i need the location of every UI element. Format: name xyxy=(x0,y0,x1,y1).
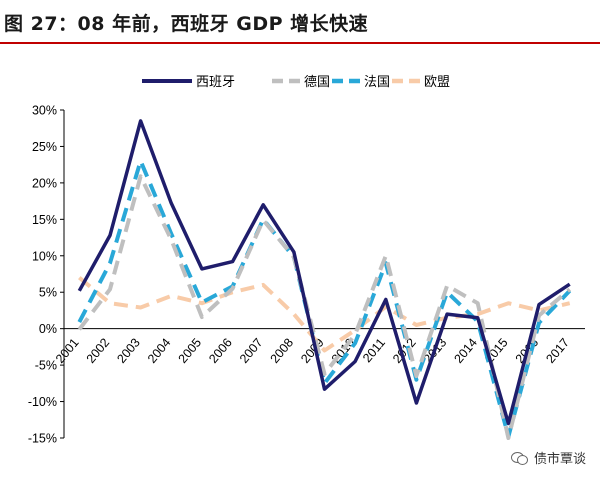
y-tick-label: -10% xyxy=(28,395,57,409)
x-tick-label: 2004 xyxy=(145,336,174,366)
legend-label: 西班牙 xyxy=(196,75,235,90)
chart-series-layer xyxy=(77,119,572,440)
legend-label: 欧盟 xyxy=(424,75,450,90)
y-tick-label: -5% xyxy=(35,359,57,373)
x-tick-label: 2006 xyxy=(206,336,235,366)
series-line-法国 xyxy=(77,159,572,439)
watermark: 债市覃谈 xyxy=(510,448,586,467)
y-tick-label: -15% xyxy=(28,432,57,446)
x-tick-label: 2017 xyxy=(543,336,572,366)
y-tick-label: 30% xyxy=(32,104,57,118)
page-title: 图 27：08 年前，西班牙 GDP 增长快速 xyxy=(4,13,369,35)
y-tick-label: 15% xyxy=(32,213,57,227)
y-tick-label: 25% xyxy=(32,140,57,154)
legend-label: 德国 xyxy=(304,75,330,90)
y-tick-label: 5% xyxy=(39,286,57,300)
x-tick-label: 2001 xyxy=(53,336,82,366)
x-tick-label: 2008 xyxy=(268,336,297,366)
series-line-德国 xyxy=(77,174,571,440)
chart-legend: 西班牙 德国 法国 欧盟 xyxy=(142,75,450,90)
y-tick-label: 20% xyxy=(32,176,57,190)
x-tick-label: 2002 xyxy=(84,336,113,366)
wechat-icon xyxy=(510,451,529,465)
y-tick-label: 10% xyxy=(32,249,57,263)
series-line-西班牙 xyxy=(77,119,571,426)
title-bar: 图 27：08 年前，西班牙 GDP 增长快速 xyxy=(0,0,600,44)
watermark-text: 债市覃谈 xyxy=(533,452,586,467)
y-tick-label: 0% xyxy=(39,322,57,336)
series-line-欧盟 xyxy=(78,276,571,353)
x-tick-label: 2003 xyxy=(114,336,143,366)
x-tick-label: 2005 xyxy=(176,336,205,366)
x-tick-label: 2014 xyxy=(451,336,480,366)
legend-label: 法国 xyxy=(364,75,390,90)
gdp-growth-chart: 西班牙 德国 法国 欧盟 -15% -10% -5% 0% 5% 10% 15% 20% 25% 30%… xyxy=(28,75,585,446)
x-tick-label: 2007 xyxy=(237,336,266,366)
